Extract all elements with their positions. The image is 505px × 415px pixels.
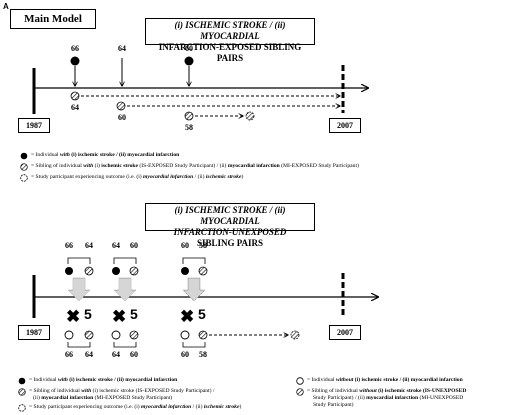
unexposed-sibling-marker bbox=[198, 330, 208, 340]
unexposed-circle bbox=[64, 330, 74, 340]
case-circle bbox=[70, 56, 80, 66]
legend-unexposed: = Individual without (i) ischemic stroke… bbox=[307, 377, 463, 383]
pair-age-label: 66 bbox=[65, 241, 73, 250]
legend-case-icon bbox=[18, 377, 26, 385]
sibling-hatched-marker bbox=[70, 91, 80, 101]
sibling-age-label: 64 bbox=[71, 103, 79, 112]
pair-bracket-top bbox=[113, 257, 137, 264]
pair-bracket-bottom bbox=[67, 342, 91, 348]
top-start-year: 1987 bbox=[18, 118, 50, 133]
outcome-marker bbox=[290, 330, 300, 340]
pair-bracket-top bbox=[67, 257, 91, 264]
unexposed-sibling-marker bbox=[84, 330, 94, 340]
legend-case: = Individual with (i) ischemic stroke / … bbox=[29, 377, 178, 383]
case-circle bbox=[184, 56, 194, 66]
unmatched-cross-icon: ✖ bbox=[112, 307, 126, 326]
pair-age-label: 60 bbox=[130, 241, 138, 250]
pair-age-label: 64 bbox=[112, 241, 120, 250]
legend-outcome: = Study participant experiencing outcome… bbox=[29, 404, 242, 410]
legend-case: = Individual with (i) ischemic stroke / … bbox=[31, 152, 180, 158]
pair-bracket-bottom bbox=[113, 342, 137, 348]
pair-age-label: 64 bbox=[85, 350, 93, 359]
case-age-label: 60 bbox=[185, 44, 193, 53]
legend-outcome-icon bbox=[20, 174, 28, 182]
case-circle bbox=[112, 267, 120, 275]
pair-age-label: 66 bbox=[65, 350, 73, 359]
legend-unexposed-sibling-icon bbox=[296, 388, 304, 396]
unexposed-circle bbox=[180, 330, 190, 340]
unmatched-cross-icon: ✖ bbox=[180, 307, 194, 326]
sibling-age-label: 58 bbox=[185, 123, 193, 132]
match-count: 5 bbox=[84, 306, 92, 322]
match-arrow bbox=[67, 277, 91, 302]
sibling-hatched-marker bbox=[198, 266, 208, 276]
top-title-line1: (i) ISCHEMIC STROKE / (ii) MYOCARDIAL bbox=[174, 20, 286, 41]
legend-outcome: = Study participant experiencing outcome… bbox=[31, 174, 244, 180]
legend-sibling: = Sibling of individual with (i) ischemi… bbox=[31, 163, 359, 169]
legend-sibling-icon bbox=[20, 163, 28, 171]
pair-bracket-top bbox=[182, 257, 206, 264]
legend-unexposed-icon bbox=[296, 377, 304, 385]
legend-sibling-line2: (ii) myocardial infarction (MI-EXPOSED S… bbox=[33, 395, 173, 401]
match-arrow bbox=[182, 277, 206, 302]
pair-age-label: 58 bbox=[199, 241, 207, 250]
sibling-hatched-marker bbox=[184, 111, 194, 121]
bottom-end-year: 2007 bbox=[329, 325, 361, 340]
top-title-line2: INFARCTION-EXPOSED SIBLING PAIRS bbox=[158, 42, 302, 63]
bottom-title-line2a: INFARCTION-UNEXPOSED bbox=[173, 227, 287, 237]
pair-age-label: 60 bbox=[130, 350, 138, 359]
pair-age-label: 60 bbox=[181, 350, 189, 359]
bottom-title-line1: (i) ISCHEMIC STROKE / (ii) MYOCARDIAL bbox=[174, 205, 286, 226]
match-arrow bbox=[113, 277, 137, 302]
legend-case-icon bbox=[20, 152, 28, 160]
legend-sibling-line1: = Sibling of individual with (i) ischemi… bbox=[29, 388, 215, 394]
bottom-title-line2b: SIBLING PAIRS bbox=[196, 238, 264, 248]
top-title: (i) ISCHEMIC STROKE / (ii) MYOCARDIAL IN… bbox=[145, 18, 315, 63]
case-circle bbox=[65, 267, 73, 275]
case-age-label: 64 bbox=[118, 44, 126, 53]
pair-bracket-bottom bbox=[182, 342, 206, 348]
case-circle bbox=[181, 267, 189, 275]
main-model-label: Main Model bbox=[10, 9, 96, 29]
legend-outcome-icon bbox=[18, 404, 26, 412]
sibling-hatched-marker bbox=[129, 266, 139, 276]
bottom-start-year: 1987 bbox=[18, 325, 50, 340]
legend-unexposed-sibling-line1: = Sibling of individual without (i) isch… bbox=[307, 388, 467, 394]
unexposed-sibling-marker bbox=[129, 330, 139, 340]
sibling-hatched-marker bbox=[116, 101, 126, 111]
pair-age-label: 64 bbox=[112, 350, 120, 359]
pair-age-label: 60 bbox=[181, 241, 189, 250]
legend-unexposed-sibling-line3: Study Participant) bbox=[313, 402, 354, 408]
legend-unexposed-sibling-line2: Study Participant) / (ii) myocardial inf… bbox=[313, 395, 464, 401]
match-count: 5 bbox=[198, 306, 206, 322]
legend-sibling-icon bbox=[18, 388, 26, 396]
unexposed-circle bbox=[111, 330, 121, 340]
pair-age-label: 64 bbox=[85, 241, 93, 250]
outcome-marker bbox=[245, 111, 255, 121]
sibling-age-label: 60 bbox=[118, 113, 126, 122]
top-end-year: 2007 bbox=[329, 118, 361, 133]
unmatched-cross-icon: ✖ bbox=[66, 307, 80, 326]
bottom-title: (i) ISCHEMIC STROKE / (ii) MYOCARDIAL IN… bbox=[145, 203, 315, 248]
sibling-hatched-marker bbox=[84, 266, 94, 276]
panel-letter: A bbox=[3, 2, 9, 11]
case-age-label: 66 bbox=[71, 44, 79, 53]
pair-age-label: 58 bbox=[199, 350, 207, 359]
match-count: 5 bbox=[130, 306, 138, 322]
